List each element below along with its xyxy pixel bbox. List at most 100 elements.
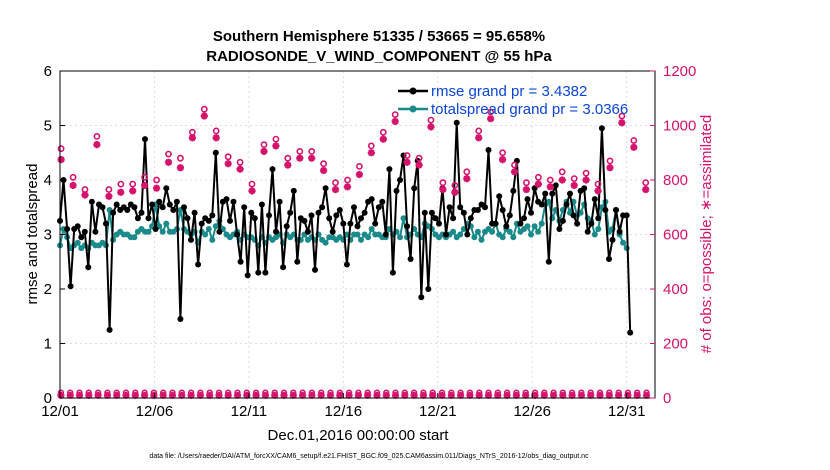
- obs-assimilated-low-marker: [457, 391, 465, 399]
- obs-possible-marker: [284, 154, 292, 162]
- rmse-point: [450, 215, 457, 222]
- rmse-point: [312, 266, 318, 273]
- rmse-point: [159, 204, 166, 211]
- obs-assimilated-marker: [224, 160, 232, 168]
- rmse-point: [397, 177, 403, 183]
- obs-assimilated-low-marker: [326, 391, 335, 399]
- right-axis: 0 200 400 600 800 1000 1200: [650, 63, 696, 407]
- obs-assimilated-marker: [272, 142, 280, 150]
- obs-assimilated-marker: [81, 191, 89, 199]
- obs-assimilated-marker: [499, 156, 507, 164]
- totalspread-point: [478, 236, 485, 243]
- rmse-point: [372, 220, 379, 227]
- rmse-point: [234, 231, 241, 238]
- totalspread-point: [131, 234, 138, 241]
- obs-assimilated-low-marker: [447, 391, 455, 399]
- obs-assimilated-low-marker: [271, 391, 279, 399]
- rmse-point: [574, 220, 581, 227]
- obs-assimilated-low-marker: [615, 391, 623, 399]
- obs-assimilated-marker: [642, 185, 650, 194]
- totalspread-point: [205, 226, 212, 232]
- obs-assimilated-low-marker: [624, 391, 632, 399]
- rmse-point: [195, 261, 202, 268]
- obs-assimilated-low-marker: [168, 391, 177, 399]
- obs-assimilated-low-marker: [299, 391, 307, 399]
- rmse-point: [482, 204, 488, 211]
- rmse-point: [181, 204, 187, 211]
- totalspread-point: [535, 228, 542, 235]
- obs-assimilated-low-marker: [438, 391, 446, 399]
- obs-assimilated-marker: [570, 181, 578, 189]
- totalspread-point: [471, 234, 478, 241]
- obs-assimilated-marker: [308, 154, 316, 162]
- rmse-point: [209, 212, 216, 219]
- obs-assimilated-low-marker: [475, 391, 483, 399]
- rmse-point: [421, 209, 428, 216]
- rmse-point: [163, 185, 170, 192]
- totalspread-point: [74, 239, 81, 246]
- left-axis: 0 1 2 3 4 5 6: [44, 63, 65, 407]
- obs-assimilated-marker: [129, 187, 137, 195]
- obs-possible-marker: [188, 128, 196, 136]
- obs-assimilated-low-marker: [159, 391, 167, 399]
- obs-assimilated-low-marker: [122, 391, 130, 399]
- obs-possible-marker: [630, 137, 638, 144]
- rmse-point: [588, 220, 595, 227]
- obs-assimilated-low-marker: [503, 391, 511, 399]
- rmse-point: [354, 223, 361, 230]
- rmse-point: [223, 196, 230, 203]
- y-tick-label-left: 5: [44, 118, 52, 135]
- totalspread-point: [524, 223, 531, 230]
- y-tick-label-left: 0: [44, 390, 52, 407]
- obs-possible-marker: [451, 181, 459, 189]
- rmse-point: [74, 223, 81, 230]
- obs-assimilated-low-marker: [345, 391, 353, 399]
- rmse-point: [142, 136, 148, 143]
- rmse-point: [322, 185, 329, 192]
- totalspread-point: [159, 228, 166, 235]
- obs-possible-marker: [153, 176, 160, 184]
- obs-possible-marker: [308, 147, 316, 155]
- obs-assimilated-low-marker: [484, 391, 493, 399]
- obs-assimilated-low-marker: [252, 391, 260, 399]
- obs-assimilated-low-marker: [141, 391, 149, 399]
- rmse-point: [251, 215, 258, 222]
- obs-assimilated-low-marker: [568, 391, 576, 399]
- totalspread-point: [545, 198, 552, 205]
- rmse-point: [351, 204, 357, 211]
- rmse-point: [266, 212, 272, 219]
- obs-possible-marker: [260, 141, 268, 148]
- totalspread-point: [145, 228, 152, 235]
- rmse-point: [389, 269, 396, 276]
- obs-assimilated-marker: [164, 158, 173, 166]
- rmse-point: [545, 258, 552, 265]
- obs-assimilated-low-marker: [131, 391, 139, 399]
- obs-assimilated-marker: [558, 176, 566, 184]
- rmse-point: [556, 226, 563, 232]
- rmse-point: [92, 228, 99, 235]
- rmse-point: [379, 198, 386, 205]
- obs-assimilated-marker: [451, 188, 459, 196]
- obs-assimilated-marker: [331, 185, 340, 194]
- obs-possible-marker: [296, 147, 304, 155]
- rmse-point: [375, 204, 382, 211]
- totalspread-point: [368, 226, 375, 232]
- obs-possible-marker: [535, 173, 542, 181]
- obs-assimilated-low-marker: [494, 391, 502, 399]
- rmse-point: [287, 209, 294, 216]
- obs-possible-marker: [391, 111, 399, 118]
- chart-title: Southern Hemisphere 51335 / 53665 = 95.6…: [213, 28, 545, 45]
- obs-assimilated-marker: [463, 175, 471, 183]
- obs-assimilated-marker: [534, 180, 542, 188]
- obs-possible-marker: [129, 180, 137, 188]
- totalspread-point: [538, 220, 545, 227]
- rmse-point: [517, 220, 524, 227]
- rmse-point: [113, 201, 120, 208]
- rmse-point: [308, 212, 315, 219]
- y-axis-label-right: # of obs: o=possible; ∗=assimilated: [698, 115, 715, 354]
- rmse-point: [584, 228, 591, 235]
- totalspread-point: [397, 234, 403, 241]
- obs-possible-marker: [499, 149, 506, 157]
- rmse-point: [134, 215, 141, 222]
- rmse-point: [81, 228, 88, 235]
